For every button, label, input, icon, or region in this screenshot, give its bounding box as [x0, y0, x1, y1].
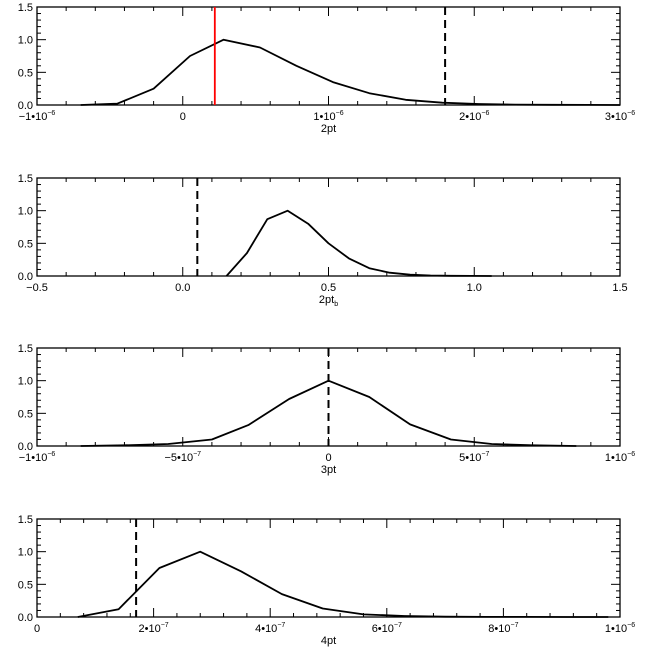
series-line-1 — [77, 550, 609, 618]
x-tick-exponent: −7 — [277, 622, 285, 629]
x-tick-mantissa: 2•10 — [138, 623, 160, 635]
x-tick-exponent: −6 — [47, 110, 55, 117]
y-tick-label: 1.5 — [18, 514, 33, 526]
x-tick-exponent: −6 — [47, 451, 55, 458]
x-tick-label: 1•10−6 — [605, 451, 635, 464]
x-tick-label: 1•10−6 — [313, 110, 343, 123]
x-axis-label: 3pt — [321, 464, 336, 476]
x-tick-label: 4•10−7 — [255, 622, 285, 635]
x-tick-label: 0 — [180, 111, 186, 123]
x-tick-label: 1.5 — [612, 282, 627, 294]
x-axis-label-text: 2pt — [319, 294, 334, 306]
x-tick-label: 2•10−6 — [459, 110, 489, 123]
y-tick-label: 1.0 — [18, 376, 33, 388]
x-tick-label: 5•10−7 — [459, 451, 489, 464]
x-tick-label: 0 — [34, 623, 40, 635]
x-tick-exponent: −7 — [161, 622, 169, 629]
y-tick-label: 0.0 — [18, 441, 33, 453]
series-line-1 — [80, 38, 621, 106]
x-tick-label: 8•10−7 — [488, 622, 518, 635]
x-axis-label-text: 2pt — [321, 123, 336, 135]
x-tick-label: −1•10−6 — [19, 451, 56, 464]
x-tick-label: 2•10−7 — [138, 622, 168, 635]
x-tick-label: 6•10−7 — [372, 622, 402, 635]
x-tick-mantissa: −1•10 — [19, 111, 48, 123]
x-tick-exponent: −6 — [627, 110, 635, 117]
x-tick-exponent: −7 — [481, 451, 489, 458]
y-tick-label: 0.5 — [18, 238, 33, 250]
y-tick-label: 1.5 — [18, 2, 33, 14]
y-tick-label: 1.5 — [18, 343, 33, 355]
x-tick-mantissa: 1•10 — [605, 452, 627, 464]
x-tick-label: 0.0 — [175, 282, 190, 294]
x-tick-mantissa: 0 — [325, 452, 331, 464]
x-tick-mantissa: 8•10 — [488, 623, 510, 635]
y-tick-label: 0.5 — [18, 579, 33, 591]
x-axis-label: 2ptb — [319, 294, 338, 308]
x-tick-exponent: −7 — [511, 622, 519, 629]
x-tick-exponent: −6 — [481, 110, 489, 117]
x-tick-mantissa: 1•10 — [313, 111, 335, 123]
x-tick-exponent: −6 — [627, 451, 635, 458]
x-tick-label: 1.0 — [467, 282, 482, 294]
x-axis-label-text: 3pt — [321, 464, 336, 476]
x-tick-mantissa: −1•10 — [19, 452, 48, 464]
x-tick-mantissa: 2•10 — [459, 111, 481, 123]
x-tick-exponent: −6 — [336, 110, 344, 117]
y-tick-label: 0.0 — [18, 612, 33, 624]
x-tick-mantissa: 1•10 — [605, 623, 627, 635]
x-tick-label: 0.5 — [321, 282, 336, 294]
x-tick-label: −5•10−7 — [164, 451, 201, 464]
x-tick-mantissa: 3•10 — [605, 111, 627, 123]
x-tick-mantissa: 4•10 — [255, 623, 277, 635]
chart-panel-4: 0.00.51.01.50 2•10−7 4•10−7 6•10−7 8•10−7 1•1… — [18, 514, 636, 647]
series-line-1 — [225, 209, 492, 277]
x-tick-mantissa: 1.0 — [467, 282, 482, 294]
x-axis-label: 2pt — [321, 123, 336, 135]
x-axis-label-subscript: b — [334, 301, 338, 308]
x-tick-exponent: −7 — [394, 622, 402, 629]
x-axis-label-text: 4pt — [321, 635, 336, 647]
x-tick-mantissa: −5•10 — [164, 452, 193, 464]
x-tick-mantissa: 6•10 — [372, 623, 394, 635]
x-tick-mantissa: 0.5 — [321, 282, 336, 294]
x-tick-mantissa: 0.0 — [175, 282, 190, 294]
y-tick-label: 0.0 — [18, 100, 33, 112]
x-tick-mantissa: 5•10 — [459, 452, 481, 464]
x-tick-label: 0 — [325, 452, 331, 464]
y-tick-label: 0.5 — [18, 408, 33, 420]
y-tick-label: 1.0 — [18, 35, 33, 47]
plot-frame — [36, 518, 621, 618]
y-tick-label: 1.0 — [18, 547, 33, 559]
y-tick-label: 0.0 — [18, 271, 33, 283]
y-tick-label: 0.5 — [18, 67, 33, 79]
x-tick-mantissa: 1.5 — [612, 282, 627, 294]
chart-panel-3: 0.00.51.01.5−1•10−6 −5•10−7 0 5•10−7 1•10−63… — [18, 343, 636, 476]
x-tick-mantissa: −0.5 — [26, 282, 48, 294]
x-tick-label: −1•10−6 — [19, 110, 56, 123]
x-tick-label: 3•10−6 — [605, 110, 635, 123]
x-axis-label: 4pt — [321, 635, 336, 647]
plot-frame — [36, 6, 621, 106]
y-tick-label: 1.0 — [18, 206, 33, 218]
plot-frame — [36, 177, 621, 277]
y-tick-label: 1.5 — [18, 173, 33, 185]
x-tick-exponent: −6 — [627, 622, 635, 629]
x-tick-label: −0.5 — [26, 282, 48, 294]
x-tick-mantissa: 0 — [180, 111, 186, 123]
chart-panel-1: 0.00.51.01.5−1•10−6 0 1•10−6 2•10−6 3•10−62p… — [18, 2, 636, 135]
x-tick-label: 1•10−6 — [605, 622, 635, 635]
x-tick-mantissa: 0 — [34, 623, 40, 635]
x-tick-exponent: −7 — [193, 451, 201, 458]
